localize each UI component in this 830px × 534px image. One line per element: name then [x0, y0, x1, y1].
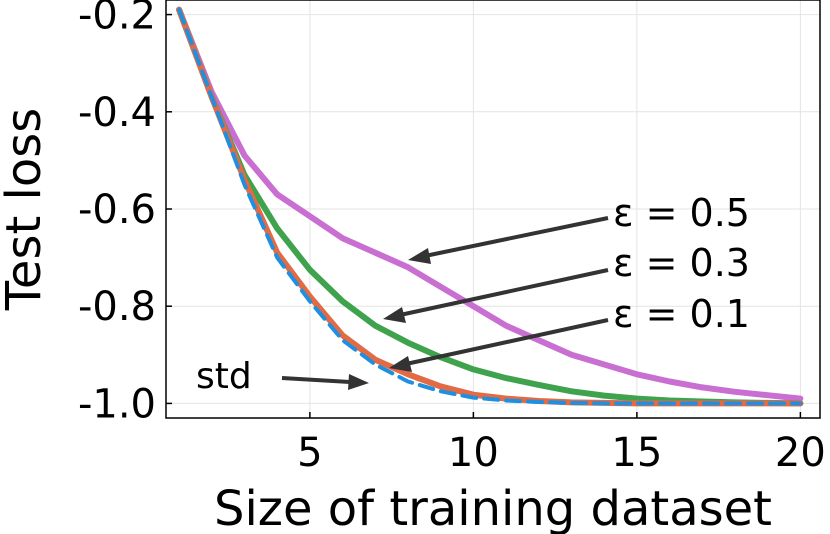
x-tick-label: 20 [775, 430, 826, 476]
annotation-std: std [196, 356, 252, 397]
x-axis-title: Size of training dataset [214, 481, 772, 534]
y-tick-label: -0.4 [78, 90, 156, 136]
y-tick-label: -0.2 [78, 0, 156, 39]
series-lines [176, 6, 804, 407]
y-tick-label: -0.8 [78, 284, 156, 330]
arrowhead-std [348, 374, 369, 390]
arrow-eps-0-5 [424, 216, 609, 258]
x-tick-label: 15 [611, 430, 662, 476]
grid [166, 0, 820, 418]
arrowhead-eps-0-1 [389, 356, 412, 372]
x-tick-label: 10 [448, 430, 499, 476]
y-tick-label: -0.6 [78, 187, 156, 233]
arrowhead-eps-0-3 [383, 307, 406, 323]
x-tick-label: 5 [297, 430, 322, 476]
annotation-eps-0-5: ε = 0.5 [613, 191, 750, 235]
annotation-eps-0-1: ε = 0.1 [613, 292, 750, 336]
series-line-std [177, 7, 803, 406]
axis-ticks: 5 10 15 20 -1.0 -0.8 -0.6 -0.4 -0.2 [78, 0, 826, 476]
annotation-eps-0-3: ε = 0.3 [613, 241, 750, 285]
y-axis-title: Test loss [0, 108, 52, 312]
series-line-05 [176, 6, 804, 402]
arrowhead-eps-0-5 [408, 248, 431, 264]
arrow-eps-0-1 [405, 318, 609, 366]
arrow-std [281, 376, 351, 384]
y-tick-label: -1.0 [78, 381, 156, 427]
arrow-eps-0-3 [399, 268, 609, 317]
annotations: ε = 0.5 ε = 0.3 ε = 0.1 std [196, 191, 750, 397]
